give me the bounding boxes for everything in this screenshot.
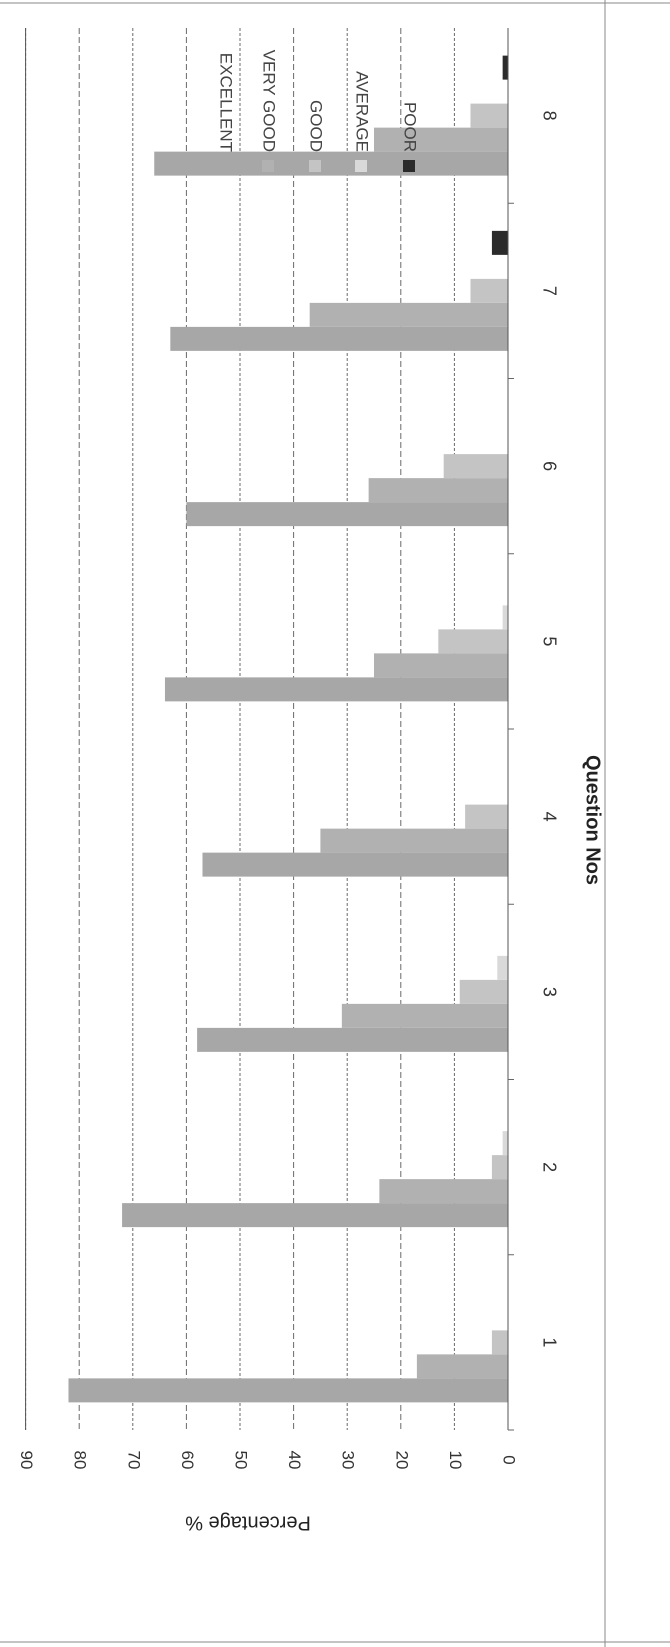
category-tick-label: 1 [539, 1337, 559, 1347]
bar [470, 278, 508, 303]
bar [491, 1155, 508, 1180]
bar [320, 828, 508, 853]
value-tick-label: 10 [446, 1451, 465, 1470]
legend-swatch [355, 160, 367, 172]
bar [438, 629, 508, 654]
legend-label: GOOD [307, 100, 326, 152]
category-tick-label: 5 [539, 636, 559, 646]
bar [443, 454, 508, 479]
value-tick-label: 50 [232, 1451, 251, 1470]
x-axis-title: Question Nos [582, 755, 604, 885]
bar [497, 955, 508, 980]
value-tick-label: 70 [124, 1451, 143, 1470]
bar [459, 979, 508, 1004]
bar [341, 1003, 508, 1028]
legend-swatch [262, 160, 274, 172]
bar [202, 852, 509, 877]
bar [502, 55, 508, 80]
value-tick-label: 60 [178, 1451, 197, 1470]
bar [170, 326, 508, 351]
value-tick-label: 80 [71, 1451, 90, 1470]
legend-swatch [403, 160, 415, 172]
bar [379, 1179, 508, 1204]
bar [122, 1203, 508, 1228]
category-tick-label: 8 [539, 111, 559, 121]
category-tick-label: 6 [539, 461, 559, 471]
bars-layer [68, 55, 509, 1403]
bar [164, 677, 508, 702]
value-tick-label: 30 [339, 1451, 358, 1470]
bar [465, 804, 508, 829]
axis-layer: 0 10 20 30 40 50 60 70 80 90 1 2 3 4 5 6 7 8 Question Nos P… [17, 28, 604, 1534]
legend-label: EXCELLENT [217, 53, 236, 152]
bar [491, 1330, 508, 1355]
value-tick-label: 0 [500, 1455, 519, 1464]
legend-label: VERY GOOD [260, 50, 279, 152]
value-tick-label: 20 [392, 1451, 411, 1470]
legend-swatch [309, 160, 321, 172]
bar [186, 502, 508, 527]
category-tick-label: 4 [539, 812, 559, 822]
category-tick-label: 2 [539, 1162, 559, 1172]
bar [197, 1027, 508, 1052]
bar [502, 1131, 508, 1156]
bar [416, 1354, 508, 1379]
y-axis-title: Percentage % [185, 1512, 311, 1534]
value-tick-label: 90 [17, 1451, 36, 1470]
bar [368, 478, 508, 503]
legend-swatch [219, 160, 231, 172]
bar [68, 1378, 508, 1403]
bar [491, 230, 508, 255]
legend-label: POOR [401, 102, 420, 152]
legend-label: AVERAGE [353, 71, 372, 152]
bar [374, 127, 508, 152]
bar [374, 653, 508, 678]
bar [470, 103, 508, 128]
bar [502, 605, 508, 630]
category-tick-label: 3 [539, 987, 559, 997]
legend: EXCELLENT VERY GOOD GOOD AVERAGE POOR [217, 50, 420, 172]
value-tick-label: 40 [285, 1451, 304, 1470]
category-tick-label: 7 [539, 286, 559, 296]
bar [154, 151, 509, 176]
bar [309, 302, 508, 327]
